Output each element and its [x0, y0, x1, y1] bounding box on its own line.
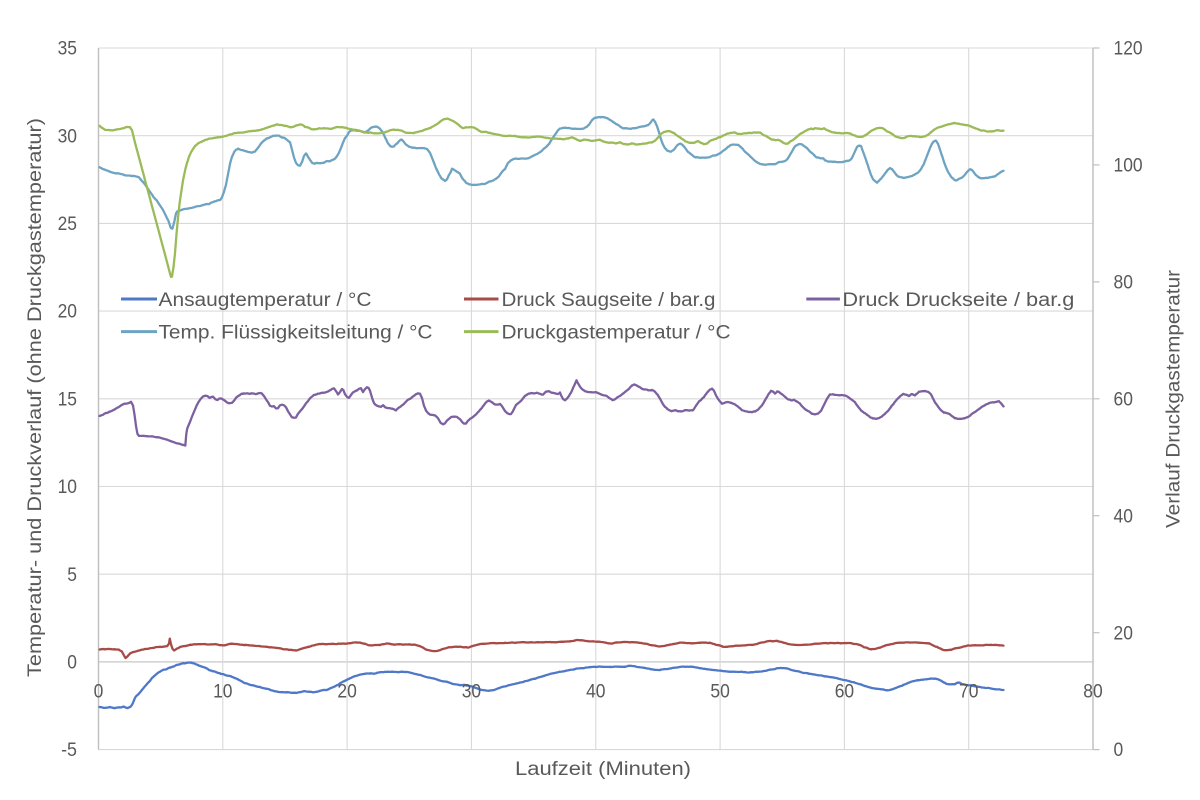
- svg-text:100: 100: [1114, 156, 1143, 177]
- svg-text:10: 10: [213, 682, 232, 703]
- svg-text:Temperatur- und Druckverlauf (: Temperatur- und Druckverlauf (ohne Druck…: [25, 118, 46, 677]
- svg-text:20: 20: [1114, 623, 1133, 644]
- svg-text:Druck Saugseite / bar.g: Druck Saugseite / bar.g: [502, 290, 716, 311]
- svg-text:Verlauf Druckgastemperatur: Verlauf Druckgastemperatur: [1164, 269, 1185, 528]
- svg-text:25: 25: [58, 214, 77, 235]
- svg-text:60: 60: [1114, 389, 1133, 410]
- svg-text:15: 15: [58, 389, 77, 410]
- svg-text:0: 0: [1114, 740, 1124, 761]
- svg-text:5: 5: [67, 565, 77, 586]
- svg-text:30: 30: [58, 126, 77, 147]
- svg-text:0: 0: [94, 682, 104, 703]
- svg-text:20: 20: [337, 682, 356, 703]
- svg-text:70: 70: [959, 682, 978, 703]
- svg-text:Laufzeit (Minuten): Laufzeit (Minuten): [515, 759, 691, 780]
- svg-text:30: 30: [462, 682, 481, 703]
- svg-text:40: 40: [1114, 506, 1133, 527]
- svg-text:20: 20: [58, 302, 77, 323]
- svg-text:80: 80: [1114, 273, 1133, 294]
- svg-text:80: 80: [1083, 682, 1102, 703]
- svg-text:35: 35: [58, 39, 77, 60]
- svg-text:Druck Druckseite / bar.g: Druck Druckseite / bar.g: [842, 290, 1074, 311]
- svg-text:60: 60: [835, 682, 854, 703]
- svg-text:Druckgastemperatur / °C: Druckgastemperatur / °C: [502, 322, 731, 343]
- svg-text:Temp. Flüssigkeitsleitung / °C: Temp. Flüssigkeitsleitung / °C: [159, 322, 433, 343]
- svg-text:0: 0: [67, 653, 77, 674]
- svg-text:50: 50: [710, 682, 729, 703]
- svg-text:40: 40: [586, 682, 605, 703]
- svg-text:-5: -5: [61, 740, 77, 761]
- svg-text:Ansaugtemperatur / °C: Ansaugtemperatur / °C: [159, 290, 372, 311]
- svg-text:120: 120: [1114, 39, 1143, 60]
- svg-text:10: 10: [58, 477, 77, 498]
